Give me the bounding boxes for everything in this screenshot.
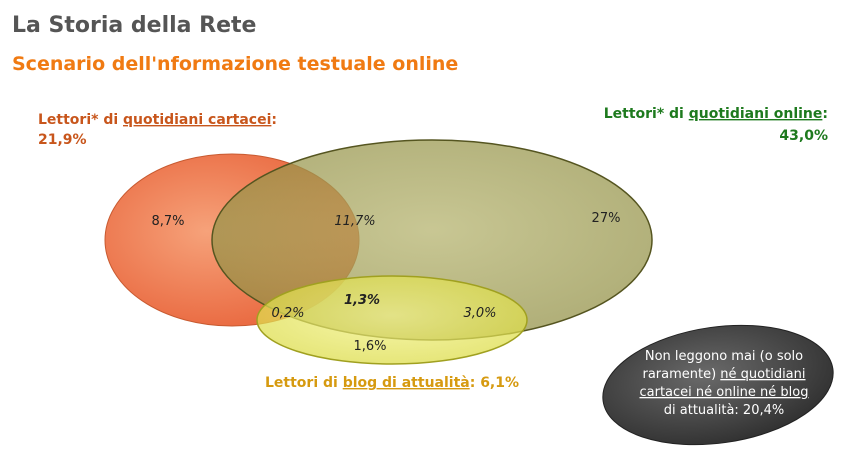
label-part: : 6,1% — [470, 375, 519, 391]
set-label: Lettori* di quotidiani cartacei: — [38, 112, 277, 128]
set-value: 43,0% — [779, 128, 828, 144]
outside-text: Non leggono mai (o solo raramente) né qu… — [639, 349, 808, 418]
label-part: Lettori* di — [38, 112, 123, 128]
label-part: quotidiani online — [689, 106, 823, 122]
label-part: : — [822, 106, 828, 122]
outside-line: raramente) né quotidiani — [642, 367, 805, 382]
region-label: 3,0% — [463, 306, 496, 321]
line-part: cartacei né online né blog — [639, 385, 808, 400]
outside-region — [602, 324, 834, 446]
label-part: blog di attualità — [343, 375, 470, 391]
line-part: raramente) — [642, 367, 720, 382]
region-label: 1,3% — [344, 293, 380, 308]
line-part: Non leggono mai (o solo — [645, 349, 803, 364]
line-part: di attualità: 20,4% — [664, 403, 784, 418]
title: La Storia della Rete — [12, 13, 256, 38]
region-label: 11,7% — [334, 214, 375, 229]
outside-line: Non leggono mai (o solo — [645, 349, 803, 364]
outside-line: di attualità: 20,4% — [664, 403, 784, 418]
set-label: Lettori* di quotidiani online: — [604, 106, 828, 122]
line-part: né quotidiani — [720, 367, 805, 382]
label-part: Lettori di — [265, 375, 343, 391]
region-label: 1,6% — [353, 339, 386, 354]
subtitle: Scenario dell'nformazione testuale onlin… — [12, 53, 458, 75]
region-label: 0,2% — [271, 306, 304, 321]
set-label: Lettori di blog di attualità: 6,1% — [265, 375, 519, 391]
set-blog — [256, 275, 528, 365]
outside-line: cartacei né online né blog — [639, 385, 808, 400]
label-part: : — [271, 112, 277, 128]
label-part: quotidiani cartacei — [123, 112, 271, 128]
label-part: Lettori* di — [604, 106, 689, 122]
region-label: 8,7% — [151, 214, 184, 229]
region-label: 27% — [592, 211, 621, 226]
set-value: 21,9% — [38, 132, 87, 148]
